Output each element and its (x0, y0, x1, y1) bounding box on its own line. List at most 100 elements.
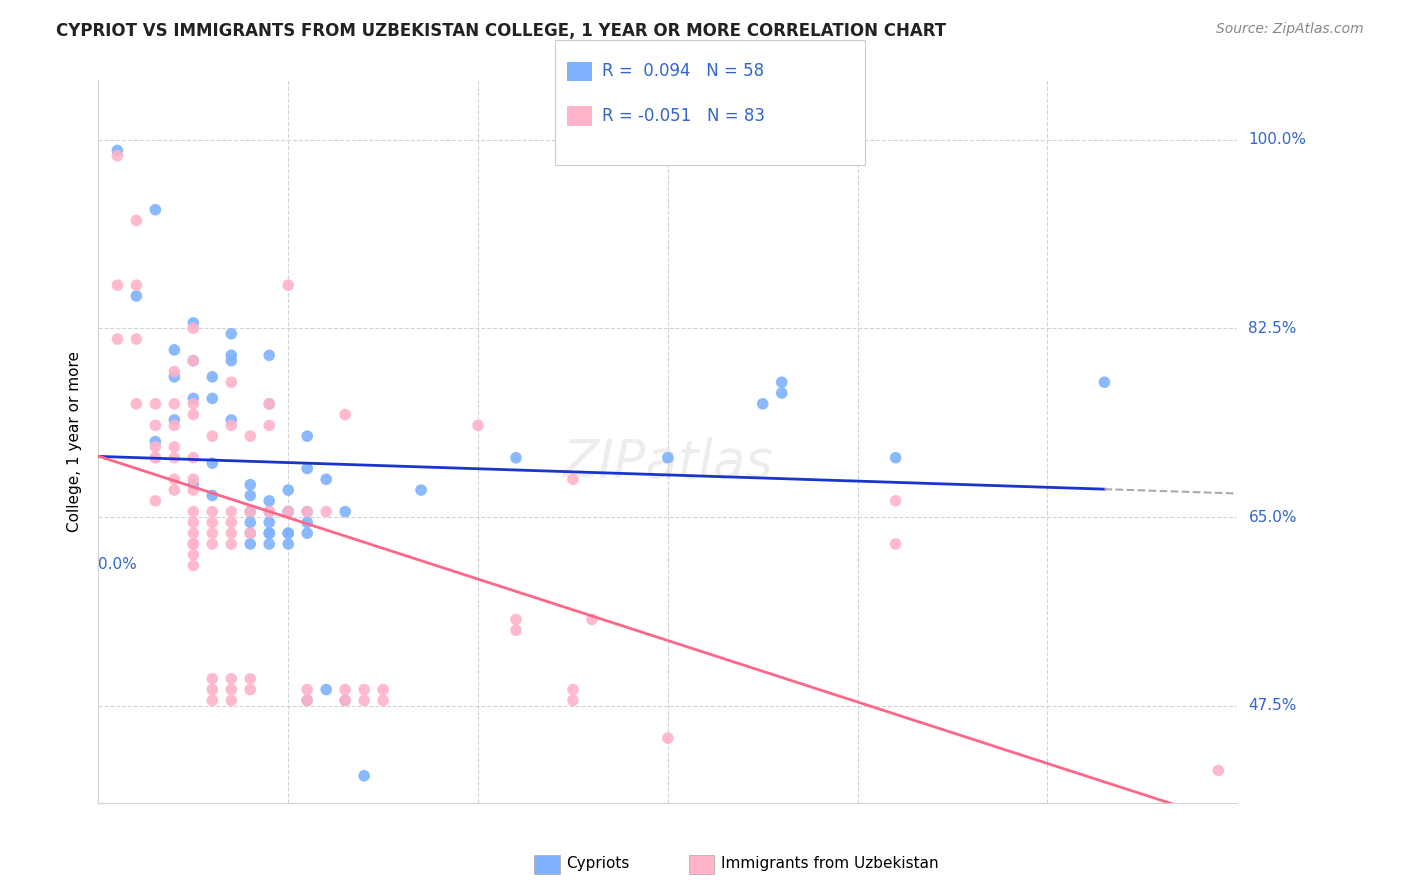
Point (183, 321, 205, 335)
Point (277, 278, 299, 293)
Point (239, 429, 262, 443)
Point (770, 386, 793, 401)
Point (657, 731, 679, 745)
Point (239, 672, 262, 686)
Text: 47.5%: 47.5% (1249, 698, 1296, 714)
Text: Source: ZipAtlas.com: Source: ZipAtlas.com (1216, 22, 1364, 37)
Point (201, 369, 224, 384)
Point (201, 537, 224, 551)
Point (221, 413, 243, 427)
Point (259, 505, 281, 519)
Point (183, 472, 205, 486)
Text: CYPRIOT VS IMMIGRANTS FROM UZBEKISTAN COLLEGE, 1 YEAR OR MORE CORRELATION CHART: CYPRIOT VS IMMIGRANTS FROM UZBEKISTAN CO… (56, 22, 946, 40)
Point (221, 693, 243, 707)
Point (201, 456, 224, 470)
Point (297, 461, 319, 475)
Point (183, 537, 205, 551)
Point (371, 682, 394, 697)
Text: 65.0%: 65.0% (1249, 509, 1296, 524)
Text: 0.0%: 0.0% (98, 558, 138, 572)
Point (163, 483, 186, 497)
Point (125, 332, 148, 346)
Point (183, 526, 205, 541)
Point (1094, 376, 1116, 390)
Point (183, 516, 205, 530)
Point (884, 493, 907, 508)
Point (145, 434, 167, 449)
Text: 82.5%: 82.5% (1249, 321, 1296, 335)
Point (335, 408, 357, 422)
Point (770, 376, 793, 390)
Point (183, 392, 205, 406)
Point (163, 397, 186, 411)
Point (752, 397, 775, 411)
Point (163, 364, 186, 378)
Point (297, 505, 319, 519)
Point (335, 505, 357, 519)
Point (259, 526, 281, 541)
Point (1208, 764, 1230, 778)
Point (335, 693, 357, 707)
Point (125, 213, 148, 227)
Point (562, 693, 585, 707)
Point (107, 278, 129, 293)
Point (221, 672, 243, 686)
Point (145, 202, 167, 217)
Point (239, 477, 262, 491)
Point (239, 526, 262, 541)
Point (221, 418, 243, 433)
Point (201, 516, 224, 530)
Text: R =  0.094   N = 58: R = 0.094 N = 58 (602, 62, 763, 80)
Point (335, 693, 357, 707)
Point (259, 537, 281, 551)
Point (201, 429, 224, 443)
Point (297, 505, 319, 519)
Point (201, 526, 224, 541)
Point (259, 397, 281, 411)
Point (315, 505, 337, 519)
Point (201, 682, 224, 697)
Point (221, 537, 243, 551)
Point (239, 488, 262, 502)
Point (259, 397, 281, 411)
Point (581, 612, 603, 626)
Point (562, 472, 585, 486)
Point (163, 369, 186, 384)
Point (221, 348, 243, 362)
Point (259, 418, 281, 433)
Point (259, 516, 281, 530)
Point (239, 682, 262, 697)
Text: R = -0.051   N = 83: R = -0.051 N = 83 (602, 107, 765, 125)
Point (505, 624, 527, 638)
Point (163, 418, 186, 433)
Point (884, 537, 907, 551)
Point (239, 505, 262, 519)
Point (183, 477, 205, 491)
Point (183, 353, 205, 368)
Point (277, 505, 299, 519)
Point (221, 326, 243, 341)
Point (239, 526, 262, 541)
Point (277, 526, 299, 541)
Point (353, 682, 375, 697)
Point (277, 526, 299, 541)
Point (297, 682, 319, 697)
Point (183, 450, 205, 465)
Point (125, 397, 148, 411)
Point (183, 558, 205, 573)
Point (183, 397, 205, 411)
Point (297, 693, 319, 707)
Text: 100.0%: 100.0% (1249, 132, 1306, 147)
Point (505, 612, 527, 626)
Point (201, 505, 224, 519)
Point (239, 505, 262, 519)
Point (335, 682, 357, 697)
Point (183, 408, 205, 422)
Point (315, 682, 337, 697)
Point (183, 537, 205, 551)
Point (107, 149, 129, 163)
Point (297, 526, 319, 541)
Point (297, 429, 319, 443)
Point (562, 682, 585, 697)
Point (125, 289, 148, 303)
